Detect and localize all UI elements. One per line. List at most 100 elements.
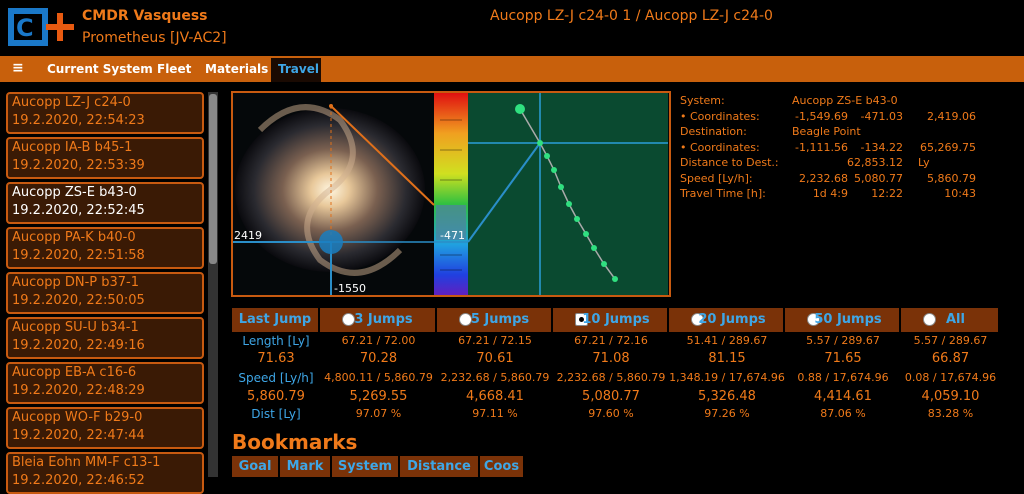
nav-tab[interactable]: Current System <box>47 62 153 76</box>
stats-value: 66.87 <box>931 351 970 366</box>
radio-button[interactable] <box>691 313 704 326</box>
history-item[interactable] <box>6 317 204 359</box>
info-value: -1,549.69 <box>795 109 848 123</box>
stats-row-label: Speed [Ly/h] <box>238 371 314 385</box>
history-system: Aucopp EB-A c16-6 <box>12 365 137 380</box>
stats-value: 1,348.19 / 17,674.96 <box>669 371 785 384</box>
history-time: 19.2.2020, 22:51:58 <box>12 248 145 263</box>
history-item[interactable] <box>6 227 204 269</box>
history-system: Aucopp WO-F b29-0 <box>12 410 143 425</box>
stats-value: 4,414.61 <box>814 389 872 404</box>
bookmark-header-cell <box>400 456 478 477</box>
history-system: Aucopp PA-K b40-0 <box>12 230 136 245</box>
nav-tab[interactable]: Travel <box>278 62 319 76</box>
bookmark-column[interactable]: Distance <box>407 459 471 474</box>
stats-value: 51.41 / 289.67 <box>686 334 768 347</box>
radio-button[interactable] <box>923 313 936 326</box>
stats-value: 97.11 % <box>472 407 518 420</box>
info-label: • Coordinates: <box>680 109 760 123</box>
stats-value: 4,668.41 <box>466 389 524 404</box>
stats-value: 5,269.55 <box>349 389 408 404</box>
stats-header-cell[interactable] <box>553 308 667 332</box>
stats-value: 87.06 % <box>820 407 866 420</box>
stats-value: 0.88 / 17,674.96 <box>797 371 889 384</box>
stats-value: 5,080.77 <box>582 389 640 404</box>
history-time: 19.2.2020, 22:53:39 <box>12 158 145 173</box>
info-value: -471.03 <box>860 109 903 123</box>
history-time: 19.2.2020, 22:47:44 <box>12 428 145 443</box>
history-time: 19.2.2020, 22:54:23 <box>12 113 145 128</box>
history-item[interactable] <box>6 182 204 224</box>
bookmark-header-cell <box>232 456 278 477</box>
nav-tab[interactable]: Fleet <box>157 62 192 76</box>
bookmark-column[interactable]: System <box>337 459 393 474</box>
history-system: Aucopp IA-B b45-1 <box>12 140 133 155</box>
stats-header-cell[interactable] <box>437 308 551 332</box>
history-time: 19.2.2020, 22:46:52 <box>12 473 145 488</box>
stats-header-cell[interactable] <box>785 308 899 332</box>
history-time: 19.2.2020, 22:52:45 <box>12 203 145 218</box>
radio-button[interactable] <box>807 313 820 326</box>
stats-value: 97.60 % <box>588 407 634 420</box>
stats-row-label: Length [Ly] <box>242 334 310 348</box>
history-time: 19.2.2020, 22:50:05 <box>12 293 145 308</box>
stats-header[interactable]: 3 Jumps <box>354 312 413 327</box>
stats-header[interactable]: All <box>946 312 965 327</box>
stats-value: 81.15 <box>708 351 746 366</box>
history-system: Aucopp DN-P b37-1 <box>12 275 140 290</box>
stats-header[interactable]: 50 Jumps <box>814 312 882 327</box>
travel-map <box>231 91 671 297</box>
stats-value: 5.57 / 289.67 <box>806 334 880 347</box>
menu-button[interactable]: ≡ <box>12 60 24 76</box>
bookmarks-title: Bookmarks <box>232 430 358 454</box>
info-value: 5,080.77 <box>854 171 903 185</box>
radio-button[interactable] <box>575 313 588 326</box>
info-label: Speed [Ly/h]: <box>680 171 753 185</box>
stats-header-cell[interactable] <box>669 308 783 332</box>
bookmark-column[interactable]: Mark <box>286 459 324 474</box>
map-label: -471 <box>440 229 465 242</box>
stats-value: 71.08 <box>592 351 630 366</box>
info-value: Beagle Point <box>792 125 861 138</box>
history-item[interactable] <box>6 137 204 179</box>
history-item[interactable] <box>6 362 204 404</box>
history-item[interactable] <box>6 92 204 134</box>
history-system: Aucopp ZS-E b43-0 <box>12 185 137 200</box>
logo: C <box>8 8 74 46</box>
scrollbar-thumb <box>209 94 217 264</box>
nav-tab[interactable]: Materials <box>205 62 269 76</box>
info-value: 12:22 <box>871 187 903 200</box>
stats-value: 71.65 <box>824 351 862 366</box>
history-system: Aucopp LZ-J c24-0 <box>12 95 131 110</box>
history-item[interactable] <box>6 407 204 449</box>
bookmark-column[interactable]: Coos <box>483 459 520 474</box>
stats-header-cell[interactable] <box>320 308 435 332</box>
stats-value: 83.28 % <box>927 407 974 420</box>
info-label: Distance to Dest.: <box>680 156 779 169</box>
stats-value: 2,232.68 / 5,860.79 <box>440 371 550 384</box>
stats-header-cell[interactable] <box>901 308 998 332</box>
info-value: 2,232.68 <box>799 171 848 185</box>
history-item[interactable] <box>6 272 204 314</box>
history-time: 19.2.2020, 22:48:29 <box>12 383 145 398</box>
radio-button[interactable] <box>342 313 355 326</box>
page: {"header": {"commander": "CMDR Vasquess"… <box>0 8 1024 494</box>
stats-value: 97.26 % <box>704 407 750 420</box>
stats-header[interactable]: 20 Jumps <box>698 312 766 327</box>
stats-value: 67.21 / 72.15 <box>458 334 532 347</box>
bookmark-column[interactable]: Goal <box>238 459 272 474</box>
stats-header[interactable]: 10 Jumps <box>582 312 650 327</box>
info-value: Aucopp ZS-E b43-0 <box>792 94 898 107</box>
stats-header[interactable]: 5 Jumps <box>470 312 530 327</box>
radio-button[interactable] <box>459 313 472 326</box>
stats-value: 70.28 <box>359 351 398 366</box>
stats-header: Last Jump <box>238 312 312 327</box>
stats-header-cell <box>232 308 318 332</box>
stats-row-label: Dist [Ly] <box>251 407 301 421</box>
info-value: 62,853.12 <box>847 156 903 169</box>
info-value: 2,419.06 <box>927 109 976 123</box>
info-value: 1d 4:9 <box>812 187 848 200</box>
stats-value: 2,232.68 / 5,860.79 <box>556 371 666 384</box>
history-time: 19.2.2020, 22:49:16 <box>12 338 145 353</box>
info-label: Travel Time [h]: <box>680 187 766 200</box>
